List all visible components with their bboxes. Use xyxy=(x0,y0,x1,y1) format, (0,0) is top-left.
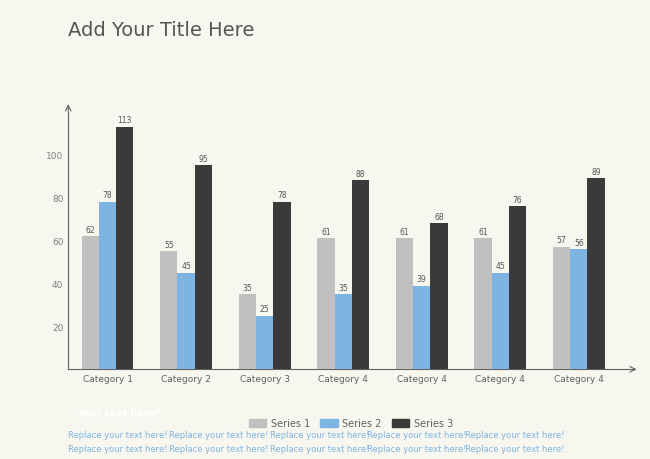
Bar xyxy=(588,179,604,369)
Text: Your text here!: Your text here! xyxy=(77,408,160,418)
Bar xyxy=(335,295,352,369)
Bar xyxy=(396,239,413,369)
Text: 113: 113 xyxy=(118,116,132,125)
Bar xyxy=(413,286,430,369)
Text: 88: 88 xyxy=(356,169,365,179)
Text: 35: 35 xyxy=(242,283,252,292)
Bar xyxy=(116,128,133,369)
Text: Replace your text here!: Replace your text here! xyxy=(465,444,564,453)
Text: Replace your text here!: Replace your text here! xyxy=(270,430,369,439)
Text: 61: 61 xyxy=(400,227,410,236)
Text: 56: 56 xyxy=(574,238,584,247)
Bar xyxy=(553,247,570,369)
Text: 25: 25 xyxy=(260,304,269,313)
Text: Add Your Title Here: Add Your Title Here xyxy=(68,21,255,39)
Text: 45: 45 xyxy=(181,262,191,270)
Bar xyxy=(570,250,588,369)
Text: Replace your text here!: Replace your text here! xyxy=(169,430,268,439)
Text: 89: 89 xyxy=(592,168,601,176)
Text: 62: 62 xyxy=(85,225,95,234)
Bar xyxy=(491,273,509,369)
Bar xyxy=(509,207,526,369)
Bar xyxy=(256,316,273,369)
Text: Replace your text here!: Replace your text here! xyxy=(367,444,467,453)
Bar xyxy=(352,181,369,369)
Text: 35: 35 xyxy=(338,283,348,292)
Text: 78: 78 xyxy=(103,191,112,200)
Text: 55: 55 xyxy=(164,240,174,249)
Text: 61: 61 xyxy=(478,227,488,236)
Bar xyxy=(82,237,99,369)
Bar xyxy=(160,252,177,369)
Text: 39: 39 xyxy=(417,274,426,283)
Bar xyxy=(239,295,256,369)
Text: 78: 78 xyxy=(277,191,287,200)
Text: 61: 61 xyxy=(321,227,331,236)
Text: Replace your text here!: Replace your text here! xyxy=(270,444,369,453)
Bar xyxy=(273,202,291,369)
Text: Replace your text here!: Replace your text here! xyxy=(465,430,564,439)
Bar xyxy=(430,224,448,369)
Text: 95: 95 xyxy=(198,155,208,163)
Text: Replace your text here!: Replace your text here! xyxy=(68,430,168,439)
Text: Replace your text here!: Replace your text here! xyxy=(169,444,268,453)
Text: 76: 76 xyxy=(513,195,523,204)
Bar xyxy=(177,273,195,369)
Legend: Series 1, Series 2, Series 3: Series 1, Series 2, Series 3 xyxy=(245,414,457,432)
Bar xyxy=(317,239,335,369)
Text: Replace your text here!: Replace your text here! xyxy=(68,444,168,453)
Bar xyxy=(474,239,491,369)
Text: 68: 68 xyxy=(434,213,444,221)
Bar xyxy=(195,166,212,369)
Text: 57: 57 xyxy=(556,236,566,245)
Bar xyxy=(99,202,116,369)
Text: 45: 45 xyxy=(495,262,505,270)
Text: Replace your text here!: Replace your text here! xyxy=(367,430,467,439)
